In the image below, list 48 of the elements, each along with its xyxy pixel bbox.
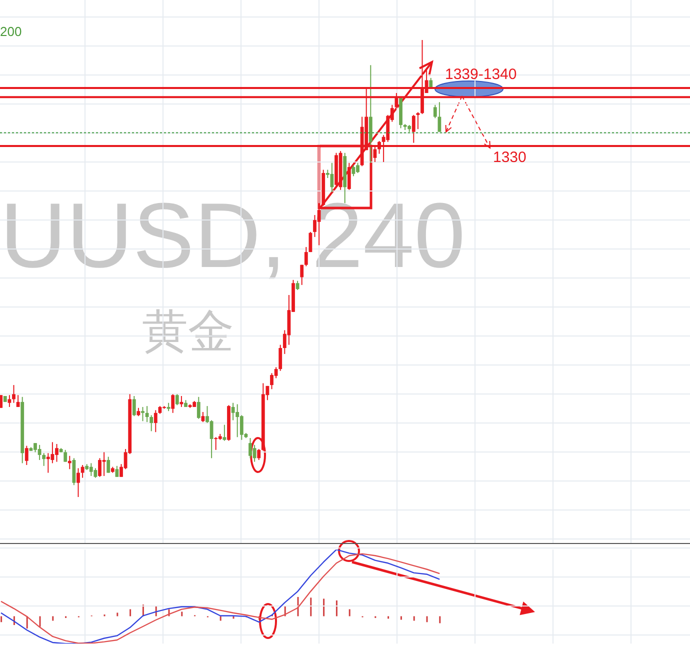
candlestick (231, 402, 235, 421)
candlestick (24, 445, 28, 466)
candlestick (356, 162, 360, 174)
candlestick (46, 452, 50, 474)
candlestick (115, 465, 119, 478)
candlestick (145, 406, 149, 423)
candlestick (154, 410, 158, 433)
candlestick (94, 468, 98, 478)
candlestick (8, 394, 12, 408)
candlestick (38, 444, 42, 460)
candlestick (412, 114, 416, 144)
candlestick (296, 280, 300, 290)
candlestick (55, 443, 58, 462)
candlestick (416, 112, 420, 130)
candlestick (304, 246, 308, 267)
candlestick (42, 452, 46, 466)
candlestick (89, 462, 93, 476)
candlestick (347, 162, 351, 190)
candlestick (68, 455, 72, 470)
text: 200 (0, 24, 22, 39)
candlestick (76, 468, 80, 498)
candlestick (257, 448, 261, 460)
candlestick (222, 424, 226, 442)
text: 1330 (493, 149, 526, 166)
candlestick (300, 264, 304, 286)
candlestick (80, 464, 84, 478)
text: 1339-1340 (445, 66, 517, 83)
candlestick (16, 394, 20, 408)
candlestick (141, 406, 144, 422)
candlestick (106, 456, 110, 474)
candlestick (64, 449, 68, 462)
candlestick (175, 394, 179, 406)
candlestick (150, 414, 154, 432)
candlestick (171, 394, 175, 414)
candlestick (352, 164, 356, 177)
candlestick (132, 396, 136, 417)
candlestick (252, 444, 256, 462)
candlestick (236, 404, 240, 438)
candlestick (317, 202, 321, 246)
candlestick (278, 344, 282, 372)
candlestick (433, 104, 437, 119)
candlestick (210, 420, 214, 459)
candlestick (240, 414, 244, 440)
candlestick (196, 396, 200, 420)
candlestick (102, 452, 106, 476)
candlestick (0, 394, 3, 408)
candlestick (12, 384, 16, 404)
candlestick (214, 436, 218, 450)
